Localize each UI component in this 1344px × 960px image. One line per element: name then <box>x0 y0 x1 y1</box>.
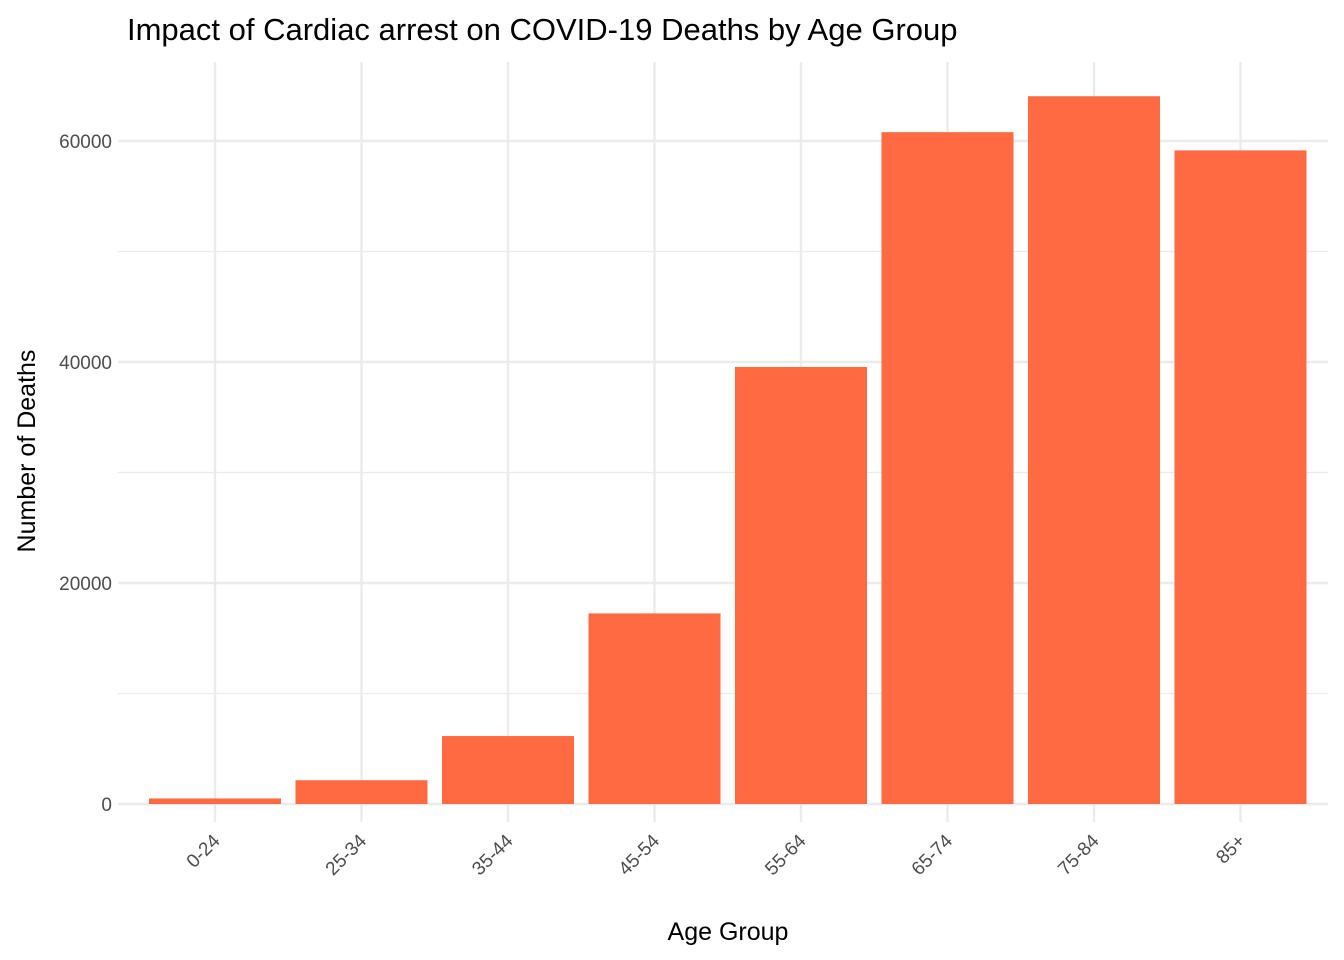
x-axis-title: Age Group <box>668 918 789 946</box>
bar-25-34 <box>295 780 428 804</box>
bar-75-84 <box>1028 96 1160 804</box>
bars <box>149 96 1307 804</box>
y-tick-label: 20000 <box>59 574 112 595</box>
y-tick-label: 60000 <box>59 132 112 153</box>
y-axis-title: Number of Deaths <box>13 350 41 553</box>
bar-85+ <box>1174 150 1307 804</box>
chart-title: Impact of Cardiac arrest on COVID-19 Dea… <box>127 12 958 47</box>
bar-35-44 <box>442 736 574 804</box>
y-axis-ticks: 0 20000 40000 60000 <box>59 132 112 816</box>
bar-65-74 <box>881 132 1014 804</box>
bar-55-64 <box>735 366 867 804</box>
y-tick-label: 0 <box>101 795 112 816</box>
bar-45-54 <box>588 613 721 804</box>
bar-0-24 <box>149 798 281 804</box>
y-tick-label: 40000 <box>59 353 112 374</box>
